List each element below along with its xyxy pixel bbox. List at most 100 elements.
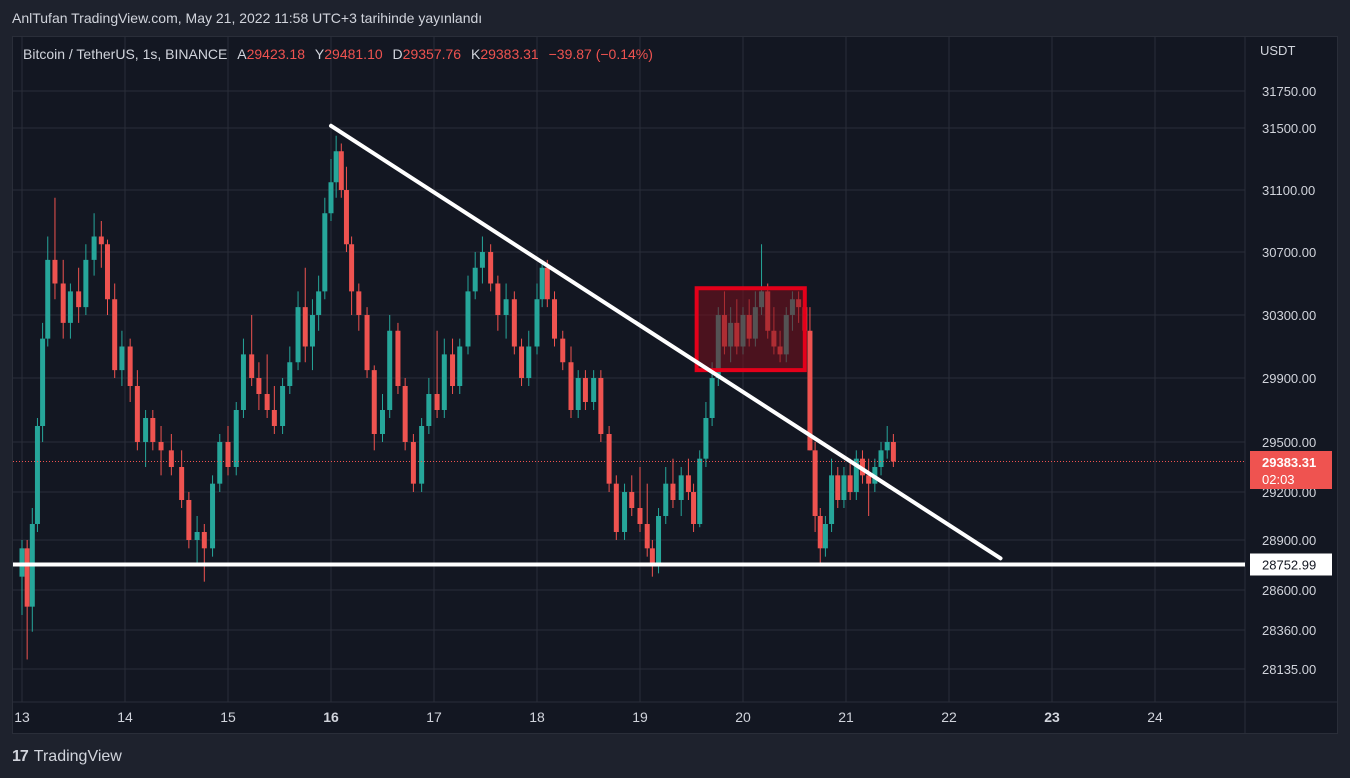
highlight-box-border xyxy=(694,286,807,373)
price-tick-label: 28360.00 xyxy=(1262,623,1316,638)
time-axis[interactable]: 13 14 15 16 17 18 19 20 21 22 23 24 xyxy=(14,709,1163,725)
low-label: D xyxy=(392,46,403,62)
candle-body xyxy=(143,418,149,442)
candle-body xyxy=(465,291,471,347)
candle-body xyxy=(637,508,643,524)
candle-body xyxy=(457,346,463,386)
candle-body xyxy=(67,291,73,323)
footer: 17 TradingView xyxy=(12,744,122,770)
candle-body xyxy=(83,259,89,308)
time-tick-label: 23 xyxy=(1044,709,1060,725)
candle-body xyxy=(534,299,540,347)
candle-body xyxy=(112,299,118,371)
drawings xyxy=(13,123,1245,567)
time-tick-label: 16 xyxy=(323,709,339,725)
candle-body xyxy=(40,338,46,426)
candle-body xyxy=(387,330,393,410)
price-tick-label: 28135.00 xyxy=(1262,662,1316,677)
grid-lines xyxy=(13,37,1337,733)
candle-body xyxy=(287,362,293,386)
candle-body xyxy=(622,492,628,532)
time-tick-label: 17 xyxy=(426,709,442,725)
candle-body xyxy=(606,434,612,484)
candle-body xyxy=(663,483,669,516)
candle-body xyxy=(302,307,308,347)
candle-body xyxy=(225,442,231,467)
candle-body xyxy=(613,483,619,532)
highlight-box-fill xyxy=(696,288,805,371)
high-label: Y xyxy=(314,46,325,62)
price-tick-label: 31750.00 xyxy=(1262,84,1316,99)
candle-body xyxy=(333,151,339,183)
chart-panel[interactable] xyxy=(12,36,1338,734)
candle-body xyxy=(349,244,355,292)
candle-body xyxy=(217,442,223,484)
candle-body xyxy=(488,252,494,284)
candle-body xyxy=(560,338,566,363)
candle-body xyxy=(866,475,872,484)
candle-body xyxy=(186,500,192,540)
candle-body xyxy=(822,524,828,549)
candle-body xyxy=(450,354,456,386)
candle-body xyxy=(890,442,896,462)
time-tick-label: 13 xyxy=(14,709,30,725)
candle-body xyxy=(158,442,164,451)
candle-body xyxy=(878,450,884,467)
candle-body xyxy=(402,386,408,442)
candle-body xyxy=(309,315,315,347)
time-tick-label: 24 xyxy=(1147,709,1163,725)
support-price-label: 28752.99 xyxy=(1262,558,1316,573)
time-tick-label: 22 xyxy=(941,709,957,725)
candle-body xyxy=(670,483,676,500)
candle-body xyxy=(591,378,597,402)
symbol-name: Bitcoin / TetherUS, 1s, BINANCE xyxy=(23,46,228,62)
candle-body xyxy=(249,354,255,378)
price-tick-label: 29900.00 xyxy=(1262,371,1316,386)
currency-label: USDT xyxy=(1260,43,1296,58)
candle-body xyxy=(395,330,401,386)
candle-body xyxy=(709,378,715,418)
close-value: 29383.31 xyxy=(480,46,539,62)
candle-body xyxy=(629,492,635,508)
candle-body xyxy=(598,378,604,434)
price-axis[interactable]: 31750.00 31500.00 31100.00 30700.00 30300.00… xyxy=(1250,84,1332,677)
support-price-badge xyxy=(1250,553,1332,576)
last-price-label: 29383.31 xyxy=(1262,455,1316,470)
candle-body xyxy=(194,532,200,540)
candle-body xyxy=(271,410,277,426)
candle-body xyxy=(104,244,110,300)
price-tick-label: 28600.00 xyxy=(1262,583,1316,598)
candle-body xyxy=(853,458,859,492)
price-tick-label: 30300.00 xyxy=(1262,308,1316,323)
high-value: 29481.10 xyxy=(324,46,383,62)
candle-body xyxy=(119,346,125,371)
candle-body xyxy=(76,291,82,308)
low-value: 29357.76 xyxy=(402,46,462,62)
candle-body xyxy=(678,475,684,500)
candle-body xyxy=(526,346,532,378)
price-tick-label: 30700.00 xyxy=(1262,245,1316,260)
trendline xyxy=(329,123,1003,561)
candle-body xyxy=(60,283,66,323)
candles xyxy=(19,135,896,660)
candle-body xyxy=(841,475,847,500)
open-label: A xyxy=(237,46,247,62)
candle-body xyxy=(544,267,550,300)
candle-body xyxy=(91,236,97,260)
price-tick-label: 31500.00 xyxy=(1262,121,1316,136)
candle-body xyxy=(472,267,478,292)
candle-body xyxy=(697,458,703,524)
publish-info: AnlTufan TradingView.com, May 21, 2022 1… xyxy=(12,10,483,26)
candle-body xyxy=(328,182,334,214)
candle-body xyxy=(134,386,140,442)
candle-body xyxy=(539,267,545,300)
candle-body xyxy=(280,386,286,426)
candle-body xyxy=(575,378,581,410)
candle-body xyxy=(364,315,370,371)
candle-body xyxy=(434,394,440,410)
candle-body xyxy=(34,426,40,524)
candle-body xyxy=(240,354,246,410)
candle-body xyxy=(295,307,301,363)
